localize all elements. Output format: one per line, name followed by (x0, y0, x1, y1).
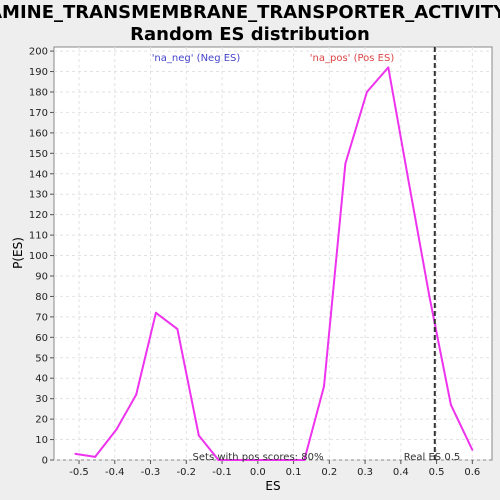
x-tick-label: -0.4 (105, 467, 125, 478)
plot-area (53, 46, 493, 461)
x-tick-label: -0.2 (177, 467, 197, 478)
sets-pos-scores-annotation: Sets with pos scores: 80% (193, 452, 324, 463)
real-es-label: Real ES 0.5 (404, 452, 460, 463)
es-data-point (197, 434, 200, 437)
es-data-point (365, 90, 368, 93)
x-tick-label: -0.5 (69, 467, 89, 478)
grid (54, 47, 492, 461)
y-tick-label: 170 (29, 108, 48, 119)
x-axis-ticks: -0.5 -0.4 -0.3 -0.2 -0.1 0.0 0.1 0.2 0.3 0.4 0.5 0.… (69, 460, 480, 478)
x-tick-label: 0.5 (429, 467, 445, 478)
es-data-point (303, 459, 306, 461)
es-data-point (387, 66, 390, 69)
es-data-point (471, 448, 474, 451)
x-axis-label: ES (265, 479, 280, 493)
y-tick-label: 150 (29, 149, 48, 160)
y-tick-label: 130 (29, 190, 48, 201)
y-tick-label: 10 (35, 435, 48, 446)
x-tick-label: 0.0 (250, 467, 266, 478)
x-tick-label: -0.3 (141, 467, 161, 478)
y-tick-label: 200 (29, 47, 48, 58)
y-tick-label: 90 (35, 271, 48, 282)
y-tick-label: 190 (29, 67, 48, 78)
y-tick-label: 40 (35, 374, 48, 385)
x-tick-label: 0.6 (464, 467, 480, 478)
y-tick-label: 120 (29, 210, 48, 221)
es-data-point (344, 162, 347, 165)
chart-title-line-1: AMINE_TRANSMEMBRANE_TRANSPORTER_ACTIVITY… (0, 2, 500, 23)
chart-title-line-2: Random ES distribution (130, 24, 370, 45)
es-data-point (74, 452, 77, 455)
es-data-point (115, 428, 118, 431)
es-data-point (260, 459, 263, 461)
x-tick-label: -0.1 (212, 467, 232, 478)
es-data-points (74, 66, 474, 461)
es-data-point (94, 455, 97, 458)
y-tick-label: 20 (35, 415, 48, 426)
es-data-point (135, 393, 138, 396)
y-tick-label: 70 (35, 312, 48, 323)
y-tick-label: 100 (29, 251, 48, 262)
x-tick-label: 0.4 (393, 467, 409, 478)
x-tick-label: 0.1 (286, 467, 302, 478)
y-tick-label: 60 (35, 333, 48, 344)
es-data-point (176, 328, 179, 331)
y-tick-label: 180 (29, 87, 48, 98)
y-axis-ticks: 0 10 20 30 40 50 60 70 80 90 100 110 120 130 140 150 160… (29, 47, 54, 467)
es-data-point (154, 311, 157, 314)
y-tick-label: 110 (29, 231, 48, 242)
y-tick-label: 160 (29, 128, 48, 139)
y-tick-label: 140 (29, 169, 48, 180)
es-data-point (428, 295, 431, 298)
es-data-point (322, 385, 325, 388)
y-tick-label: 50 (35, 353, 48, 364)
y-axis-label: P(ES) (11, 237, 25, 269)
es-data-point (217, 459, 220, 461)
x-tick-label: 0.2 (321, 467, 337, 478)
y-tick-label: 0 (42, 456, 48, 467)
es-data-point (280, 459, 283, 461)
neg-es-annotation: 'na_neg' (Neg ES) (152, 53, 241, 64)
es-data-point (449, 403, 452, 406)
pos-es-annotation: 'na_pos' (Pos ES) (310, 53, 395, 64)
es-data-point (238, 459, 241, 461)
es-distribution-line (75, 66, 474, 461)
x-tick-label: 0.3 (357, 467, 373, 478)
y-tick-label: 80 (35, 292, 48, 303)
es-data-point (406, 176, 409, 179)
y-tick-label: 30 (35, 394, 48, 405)
